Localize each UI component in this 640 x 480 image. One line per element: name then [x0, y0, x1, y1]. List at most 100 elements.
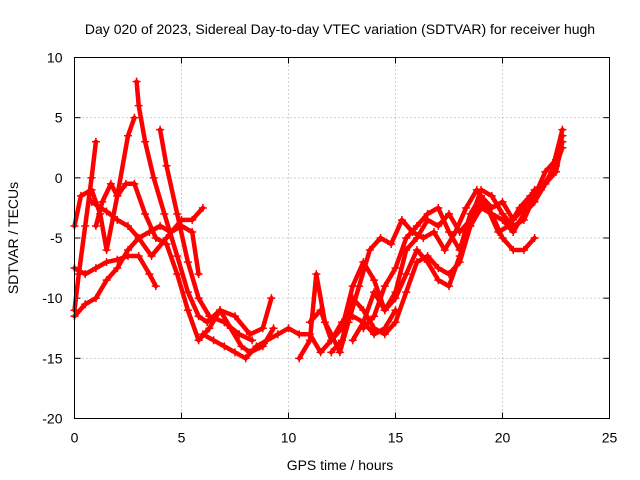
data-point	[434, 276, 443, 285]
data-point	[220, 342, 229, 351]
data-point	[91, 221, 100, 230]
data-point	[124, 221, 132, 230]
series-line	[361, 139, 565, 331]
data-point	[305, 318, 314, 327]
data-point	[91, 264, 100, 273]
data-point	[151, 282, 160, 291]
data-point	[173, 209, 182, 218]
data-point	[359, 324, 368, 333]
data-point	[87, 185, 96, 194]
data-point	[530, 197, 539, 206]
x-tick-label: 15	[388, 430, 404, 446]
data-point	[445, 227, 453, 236]
data-point	[430, 227, 439, 236]
data-point	[380, 330, 389, 339]
data-point	[203, 318, 212, 327]
x-tick-label: 5	[178, 430, 186, 446]
data-point	[267, 294, 276, 303]
data-point	[327, 336, 336, 345]
data-point	[477, 203, 486, 212]
data-point	[423, 209, 432, 218]
y-tick-label: -10	[42, 290, 62, 306]
data-point	[156, 221, 165, 230]
series-line	[72, 115, 137, 253]
data-point	[284, 324, 293, 333]
data-point	[519, 203, 528, 212]
data-point	[370, 288, 379, 297]
data-point	[498, 215, 507, 224]
data-point	[124, 246, 132, 255]
data-point	[121, 179, 130, 188]
data-point	[216, 306, 225, 315]
data-point	[188, 227, 197, 236]
data-point	[558, 137, 567, 146]
y-tick-label: 10	[47, 50, 63, 66]
data-point	[132, 77, 141, 86]
data-point	[87, 173, 96, 182]
data-point	[91, 137, 100, 146]
data-point	[541, 179, 550, 188]
data-point	[134, 101, 143, 110]
y-tick-label: 0	[55, 170, 63, 186]
data-point	[151, 234, 160, 242]
data-point	[149, 173, 158, 182]
data-point	[397, 215, 406, 224]
data-point	[194, 294, 203, 303]
chart-title: Day 020 of 2023, Sidereal Day-to-day VTE…	[85, 21, 595, 37]
data-point	[183, 306, 192, 315]
data-point	[316, 348, 325, 357]
data-point	[231, 312, 239, 321]
data-point	[98, 197, 107, 206]
series-layer	[70, 77, 567, 363]
x-tick-label: 0	[71, 430, 79, 446]
data-point	[338, 336, 346, 345]
data-point	[498, 234, 507, 242]
data-point	[198, 330, 207, 339]
data-point	[440, 246, 449, 255]
data-point	[370, 312, 379, 321]
data-point	[530, 185, 539, 194]
data-point	[81, 221, 90, 230]
data-point	[106, 179, 115, 188]
data-point	[160, 209, 169, 218]
data-point	[487, 191, 496, 200]
data-point	[198, 203, 207, 212]
data-point	[541, 167, 550, 176]
data-point	[231, 348, 239, 357]
data-point	[387, 240, 396, 249]
data-point	[509, 227, 518, 236]
x-tick-label: 10	[281, 430, 297, 446]
data-point	[166, 227, 175, 236]
data-point	[113, 215, 122, 224]
data-point	[194, 336, 203, 345]
data-point	[147, 252, 156, 261]
data-point	[205, 324, 214, 333]
data-point	[519, 246, 528, 255]
data-point	[445, 282, 453, 291]
data-point	[423, 258, 432, 267]
data-point	[477, 191, 486, 200]
data-point	[81, 270, 90, 279]
data-point	[241, 354, 250, 363]
data-point	[412, 246, 421, 255]
data-point	[434, 264, 443, 273]
data-point	[226, 324, 235, 333]
y-axis-label: SDTVAR / TECUs	[5, 182, 21, 294]
data-point	[194, 312, 203, 321]
data-point	[102, 246, 111, 255]
data-point	[370, 324, 379, 333]
data-point	[102, 207, 111, 216]
data-point	[552, 167, 560, 176]
series-line	[157, 127, 255, 343]
data-point	[162, 161, 171, 170]
data-point	[434, 221, 443, 230]
data-point	[402, 234, 411, 242]
data-point	[252, 342, 261, 351]
data-point	[391, 318, 400, 327]
plot-frame	[74, 57, 610, 419]
data-point	[348, 336, 357, 345]
data-point	[188, 215, 197, 224]
data-point	[295, 354, 304, 363]
data-point	[376, 234, 385, 242]
